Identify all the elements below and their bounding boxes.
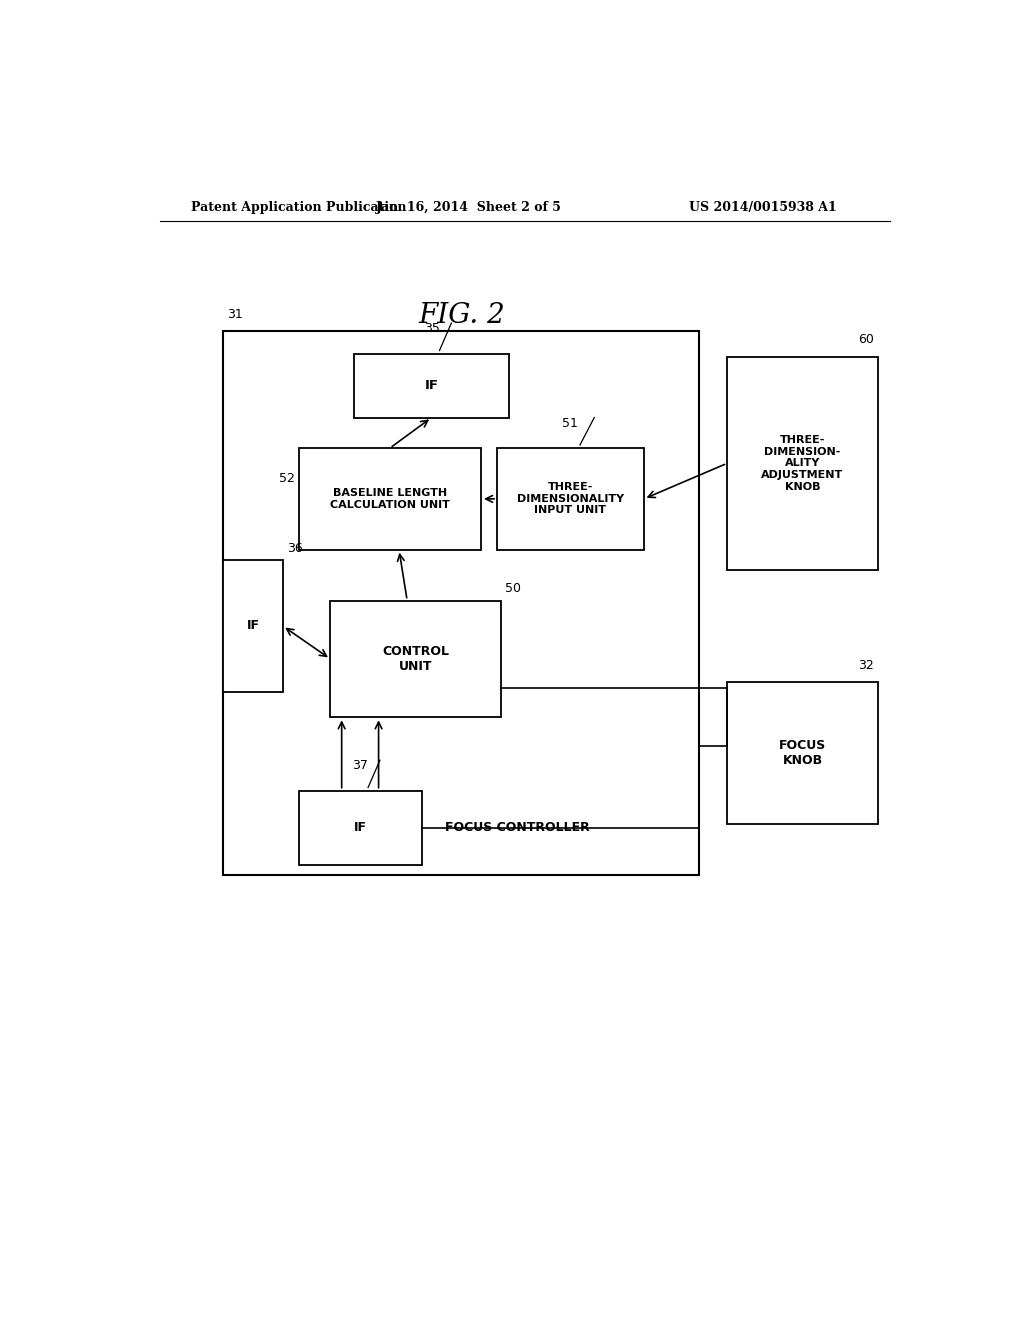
Text: 52: 52 xyxy=(279,473,295,484)
Text: THREE-
DIMENSIONALITY
INPUT UNIT: THREE- DIMENSIONALITY INPUT UNIT xyxy=(517,482,624,516)
Text: FOCUS
KNOB: FOCUS KNOB xyxy=(779,739,826,767)
Text: 31: 31 xyxy=(227,308,243,321)
Bar xyxy=(727,682,878,824)
Text: 36: 36 xyxy=(287,541,302,554)
Text: THREE-
DIMENSION-
ALITY
ADJUSTMENT
KNOB: THREE- DIMENSION- ALITY ADJUSTMENT KNOB xyxy=(762,436,844,491)
Text: 50: 50 xyxy=(505,582,521,595)
Bar xyxy=(223,560,283,692)
Text: CONTROL
UNIT: CONTROL UNIT xyxy=(382,645,450,673)
Text: 37: 37 xyxy=(352,759,368,772)
Text: FIG. 2: FIG. 2 xyxy=(418,302,505,330)
Bar xyxy=(299,447,481,549)
Text: Jan. 16, 2014  Sheet 2 of 5: Jan. 16, 2014 Sheet 2 of 5 xyxy=(376,201,562,214)
Text: IF: IF xyxy=(353,821,367,834)
Bar xyxy=(299,791,422,865)
Bar xyxy=(223,331,699,875)
Text: FOCUS CONTROLLER: FOCUS CONTROLLER xyxy=(445,821,590,834)
Bar xyxy=(497,447,644,549)
Bar xyxy=(727,356,878,570)
Text: IF: IF xyxy=(425,379,438,392)
Text: Patent Application Publication: Patent Application Publication xyxy=(191,201,407,214)
Bar xyxy=(354,354,509,417)
Text: US 2014/0015938 A1: US 2014/0015938 A1 xyxy=(689,201,837,214)
Text: 35: 35 xyxy=(424,322,439,335)
Bar xyxy=(331,601,501,718)
Text: 51: 51 xyxy=(562,417,579,430)
Text: 60: 60 xyxy=(858,334,874,346)
Text: IF: IF xyxy=(247,619,259,632)
Text: 32: 32 xyxy=(858,659,874,672)
Text: BASELINE LENGTH
CALCULATION UNIT: BASELINE LENGTH CALCULATION UNIT xyxy=(330,488,450,510)
